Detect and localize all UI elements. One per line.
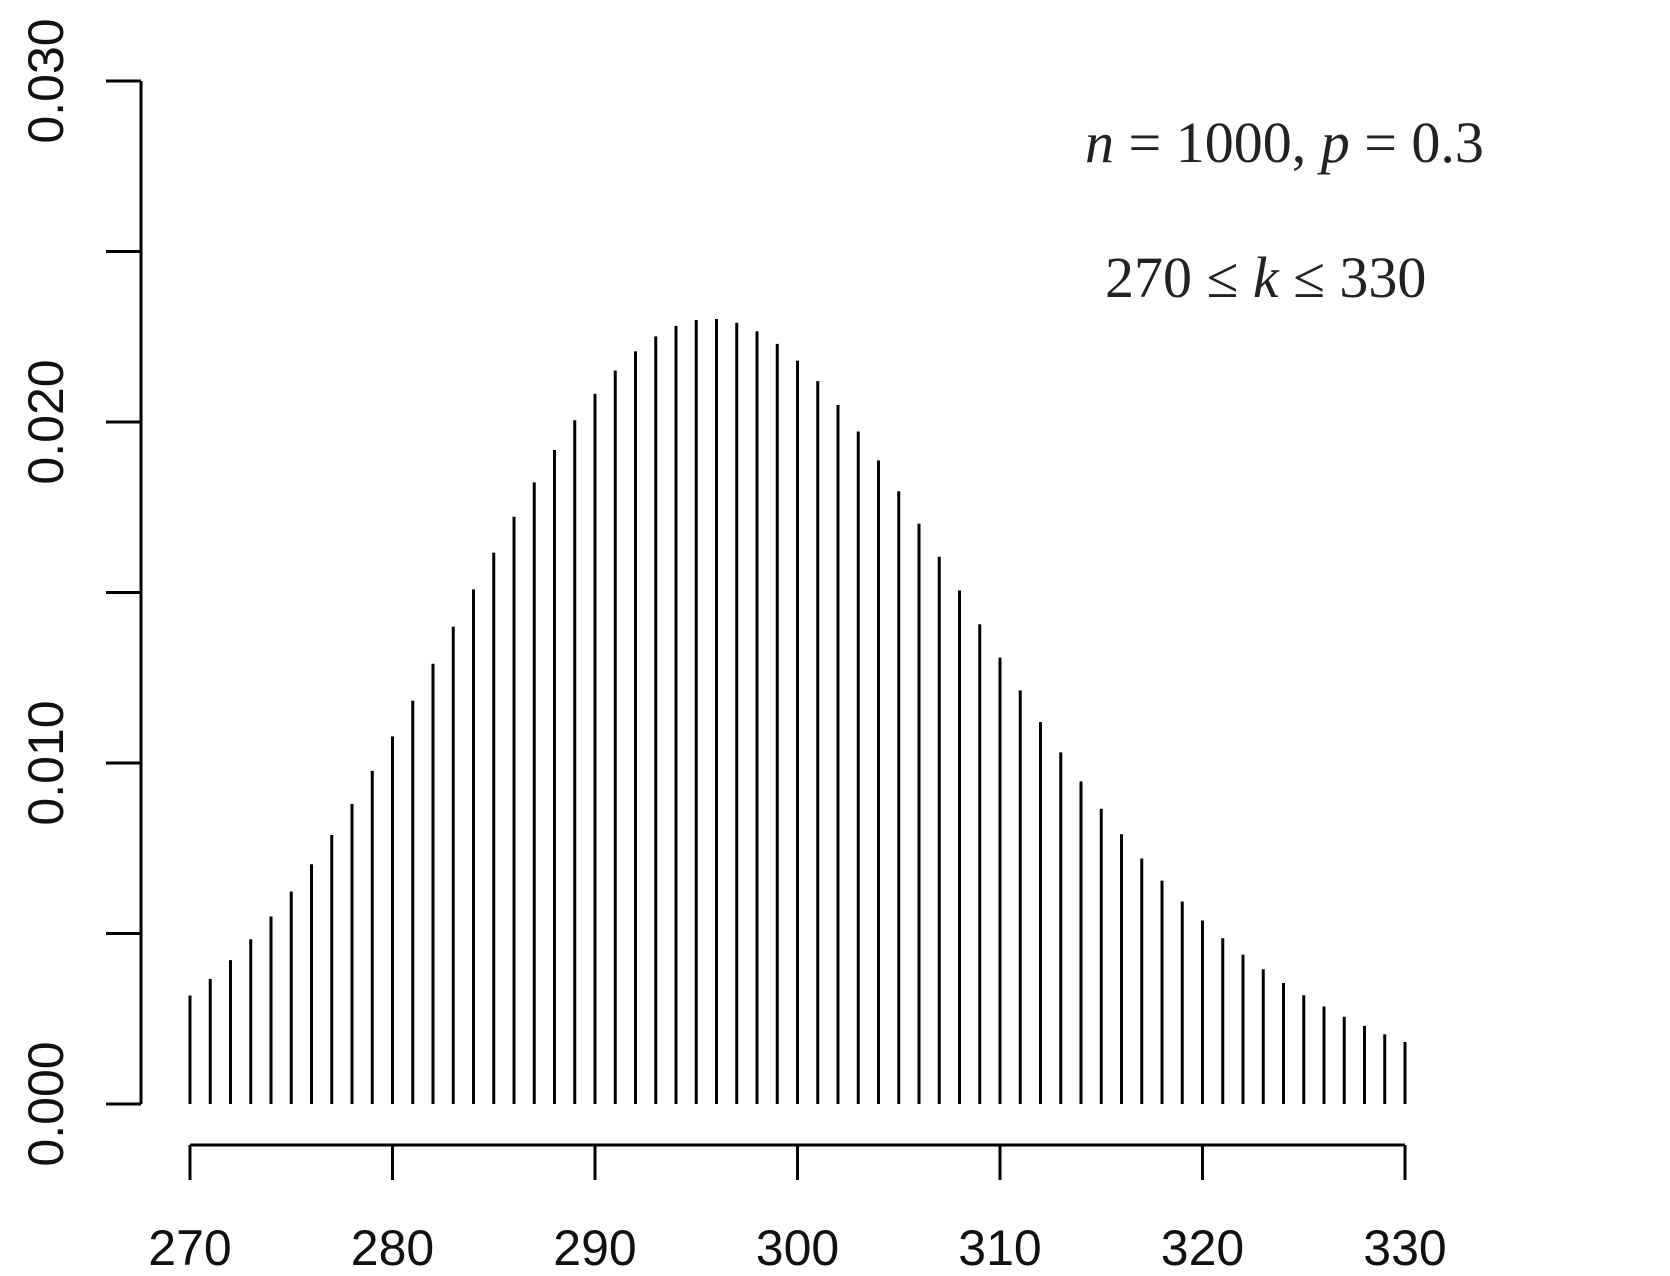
annotation-k-symbol: k — [1253, 245, 1280, 310]
annotation-p-value: = 0.3 — [1350, 110, 1484, 175]
annotation-k-range: 270 ≤ k ≤ 330 — [1105, 245, 1426, 310]
x-axis: 270 280 290 300 310 320 330 — [148, 1143, 1447, 1276]
y-tick-label: 0.030 — [18, 18, 74, 143]
annotation-p-symbol: p — [1317, 110, 1350, 175]
x-tick-label: 310 — [958, 1220, 1041, 1276]
pmf-spikes — [188, 319, 1407, 1104]
x-tick-label: 290 — [553, 1220, 636, 1276]
annotation-n-value: = 1000, — [1114, 110, 1321, 175]
x-tick-label: 330 — [1363, 1220, 1446, 1276]
y-tick-label: 0.000 — [18, 1041, 74, 1166]
x-tick-label: 320 — [1161, 1220, 1244, 1276]
y-tick-label: 0.020 — [18, 359, 74, 484]
x-tick-label: 280 — [351, 1220, 434, 1276]
x-tick-label: 270 — [148, 1220, 231, 1276]
x-tick-label: 300 — [756, 1220, 839, 1276]
y-axis: 0.000 0.010 0.020 0.030 — [18, 18, 143, 1167]
annotation-k-lower: 270 ≤ — [1105, 245, 1253, 310]
annotation-k-upper: ≤ 330 — [1279, 245, 1427, 310]
annotation-n-symbol: n — [1085, 110, 1114, 175]
annotation-n-p: n = 1000, p = 0.3 — [1085, 110, 1484, 175]
y-tick-label: 0.010 — [18, 700, 74, 825]
